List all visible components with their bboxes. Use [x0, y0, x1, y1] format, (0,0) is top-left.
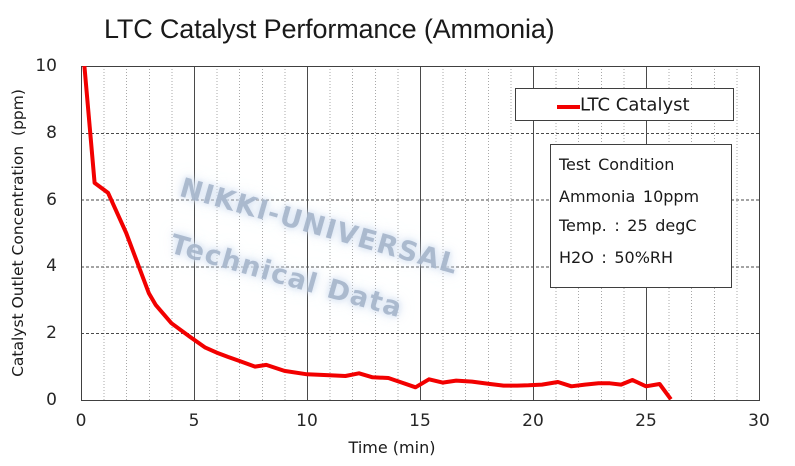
y-tick-label: 8: [46, 122, 57, 143]
test-condition-box: Test Condition Ammonia 10ppm Temp. : 25 …: [550, 144, 732, 288]
legend-line-sample: [557, 105, 580, 109]
y-tick-label: 10: [35, 56, 57, 76]
test-condition-temp: Temp. : 25 degC: [559, 216, 697, 235]
test-condition-humidity: H2O : 50%RH: [559, 248, 674, 267]
test-condition-ammonia: Ammonia 10ppm: [559, 187, 700, 206]
legend-label: LTC Catalyst: [580, 94, 690, 116]
x-tick-label: 30: [748, 411, 770, 431]
series-ltc-catalyst: [82, 66, 673, 400]
legend: LTC Catalyst: [515, 88, 734, 121]
x-tick-label: 5: [188, 411, 200, 431]
x-tick-label: 10: [296, 411, 318, 431]
chart-title: LTC Catalyst Performance (Ammonia): [104, 14, 555, 44]
x-tick-label: 0: [75, 411, 87, 431]
x-tick-label: 15: [409, 411, 431, 431]
y-tick-label: 2: [46, 323, 57, 344]
y-tick-label: 4: [46, 256, 57, 277]
x-axis-title: Time (min): [348, 438, 436, 457]
y-tick-label: 0: [46, 390, 57, 410]
y-tick-label: 6: [46, 189, 57, 210]
x-tick-label: 25: [635, 411, 657, 431]
test-condition-title: Test Condition: [559, 155, 675, 174]
x-tick-label: 20: [522, 411, 544, 431]
